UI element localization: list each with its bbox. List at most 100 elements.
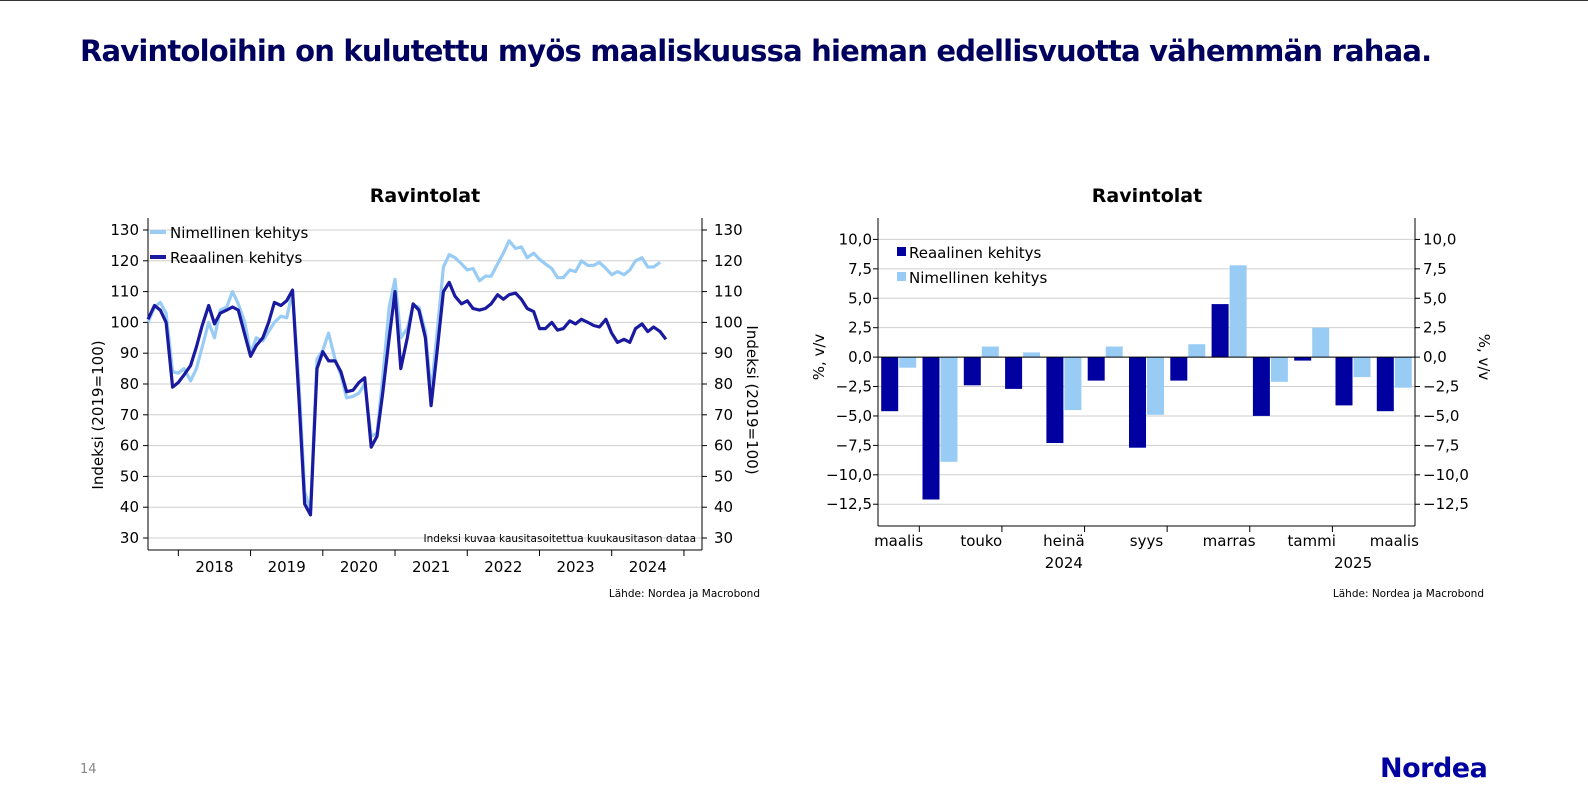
bar-real [1170,357,1188,381]
line-chart-y-ticks-right: 30 40 50 60 70 80 90 100 110 120 130 [702,221,743,547]
y-tick-label: −2,5 [836,378,872,396]
y-tick-label: 120 [714,252,743,270]
line-chart-grid [148,229,702,539]
x-tick-label: marras [1203,532,1256,550]
y-tick-label: 10,0 [1423,230,1456,248]
bar-nominal [1147,357,1164,415]
y-tick-label: 100 [714,313,743,331]
line-chart-x-ticks: 2018 2019 2020 2021 2022 2023 2024 [177,550,685,576]
y-tick-label: −12,5 [1423,495,1469,513]
bar-real [1211,304,1229,358]
y-tick-label: 70 [714,406,733,424]
line-chart-y-axis-title-left: Indeksi (2019=100) [89,340,107,489]
legend-label-nominal: Nimellinen kehitys [909,269,1048,287]
bar-chart-y-axis-title-right: %, v/v [1475,334,1493,381]
y-tick-label: 80 [120,375,139,393]
series-line-nominal [146,239,662,512]
bar-nominal [1270,357,1288,382]
y-tick-label: 0,0 [848,348,872,366]
bar-nominal [1394,357,1412,388]
y-tick-label: 70 [120,406,139,424]
y-tick-label: −5,0 [1423,407,1459,425]
legend-label-nominal: Nimellinen kehitys [170,224,309,242]
bar-real [1046,357,1064,443]
bar-nominal [1105,346,1123,358]
bar-chart-source: Lähde: Nordea ja Macrobond [1333,588,1484,600]
legend-label-real: Reaalinen kehitys [170,249,303,267]
y-tick-label: 110 [110,283,139,301]
series-line-real [146,280,668,517]
y-tick-label: 130 [714,221,743,239]
x-tick-label: 2022 [484,558,522,576]
y-tick-label: 0,0 [1423,348,1447,366]
y-tick-label: 40 [714,498,733,516]
bar-real [1252,357,1270,416]
bar-real [963,357,981,386]
y-tick-label: 2,5 [1423,319,1447,337]
line-chart-source: Lähde: Nordea ja Macrobond [609,588,760,600]
y-tick-label: 60 [714,437,733,455]
y-tick-label: −7,5 [1423,436,1459,454]
bar-chart-y-ticks-right: −12,5 −10,0 −7,5 −5,0 −2,5 0,0 2,5 5,0 7,5 10,0 [1415,230,1469,513]
x-year-label: 2025 [1334,554,1372,572]
x-tick-label: 2018 [195,558,233,576]
y-tick-label: 2,5 [848,319,872,337]
y-tick-label: −2,5 [1423,378,1459,396]
bar-chart-x-ticks: maalis touko heinä syys marras tammi maalis 202… [874,526,1419,572]
line-chart-title: Ravintolat [370,185,480,207]
bar-chart-grid [878,238,1415,505]
y-tick-label: −5,0 [836,407,872,425]
x-year-label: 2024 [1045,554,1083,572]
bar-nominal [1353,357,1371,378]
bar-chart-axes [877,218,1416,527]
y-tick-label: 80 [714,375,733,393]
line-chart-legend: Nimellinen kehitys Reaalinen kehitys [150,224,309,267]
top-rule [0,0,1588,1]
bar-nominal [981,346,999,358]
x-tick-label: syys [1130,532,1164,550]
legend-label-real: Reaalinen kehitys [909,244,1042,262]
y-tick-label: 60 [120,437,139,455]
slide-title: Ravintoloihin on kulutettu myös maalisku… [80,34,1432,68]
y-tick-label: −7,5 [836,436,872,454]
bar-real [1376,357,1394,412]
line-chart-y-ticks-left: 30 40 50 60 70 80 90 100 110 120 130 [110,221,148,547]
bar-real [1087,357,1105,381]
bar-chart: Ravintolat −12,5 −10,0 −7,5 −5,0 −2,5 0,0 2,5 5… [810,185,1493,600]
bar-real [1129,357,1146,448]
bar-nominal [1023,352,1041,358]
y-tick-label: 100 [110,313,139,331]
x-tick-label: tammi [1287,532,1335,550]
y-tick-label: −12,5 [826,495,872,513]
x-tick-label: touko [960,532,1002,550]
y-tick-label: 50 [714,467,733,485]
bar-chart-y-ticks-left: −12,5 −10,0 −7,5 −5,0 −2,5 0,0 2,5 5,0 7,5 10,0 [826,230,878,513]
page-number: 14 [80,762,97,777]
x-tick-label: 2020 [340,558,378,576]
y-tick-label: 90 [120,344,139,362]
y-tick-label: −10,0 [1423,466,1469,484]
y-tick-label: 40 [120,498,139,516]
bar-nominal [1064,357,1082,411]
y-tick-label: 30 [120,529,139,547]
x-tick-label: 2019 [268,558,306,576]
bar-nominal [1312,327,1330,358]
y-tick-label: 90 [714,344,733,362]
y-tick-label: −10,0 [826,466,872,484]
line-chart-series [146,239,668,517]
x-tick-label: maalis [1370,532,1419,550]
bar-nominal [1188,344,1206,358]
x-tick-label: 2021 [412,558,450,576]
x-tick-label: heinä [1043,532,1085,550]
x-tick-label: maalis [874,532,923,550]
y-tick-label: 120 [110,252,139,270]
y-tick-label: 30 [714,529,733,547]
bar-chart-legend: Reaalinen kehitys Nimellinen kehitys [897,244,1048,287]
y-tick-label: 110 [714,283,743,301]
bar-nominal [899,357,917,368]
bar-chart-y-axis-title-left: %, v/v [810,334,828,381]
legend-swatch-real [897,247,906,256]
y-tick-label: 10,0 [839,230,872,248]
bar-nominal [940,357,958,462]
y-tick-label: 7,5 [1423,260,1447,278]
